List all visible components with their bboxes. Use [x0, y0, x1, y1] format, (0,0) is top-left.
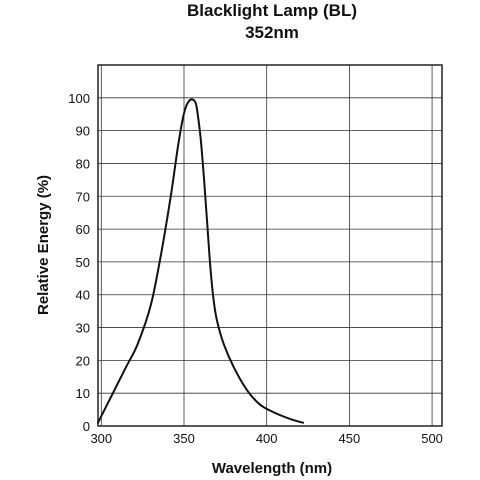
chart-subtitle: 352nm: [245, 23, 299, 42]
y-axis-label: Relative Energy (%): [35, 175, 52, 315]
y-tick-label-4: 40: [76, 288, 90, 303]
y-tick-label-8: 80: [76, 156, 90, 171]
plot-frame: [97, 64, 443, 427]
y-tick-label-9: 90: [76, 124, 90, 139]
chart-title: Blacklight Lamp (BL): [187, 1, 357, 20]
y-axis-ticks: 0 10 20 30 40 50 60 70 80 90 100: [68, 91, 90, 434]
x-tick-label-3: 450: [339, 431, 361, 446]
x-tick-label-4: 500: [421, 431, 443, 446]
x-tick-label-1: 350: [173, 431, 195, 446]
y-tick-label-10: 100: [68, 91, 90, 106]
y-tick-label-6: 60: [76, 222, 90, 237]
series-line: [97, 98, 305, 424]
x-tick-label-0: 300: [90, 431, 112, 446]
y-tick-label-7: 70: [76, 189, 90, 204]
y-tick-label-0: 0: [83, 419, 90, 434]
y-tick-label-2: 20: [76, 353, 90, 368]
y-tick-label-3: 30: [76, 321, 90, 336]
y-tick-label-1: 10: [76, 386, 90, 401]
x-axis-ticks: 300 350 400 450 500: [90, 431, 442, 446]
x-axis-label: Wavelength (nm): [212, 460, 332, 477]
grid: [98, 65, 442, 426]
y-tick-label-5: 50: [76, 255, 90, 270]
x-tick-label-2: 400: [256, 431, 278, 446]
